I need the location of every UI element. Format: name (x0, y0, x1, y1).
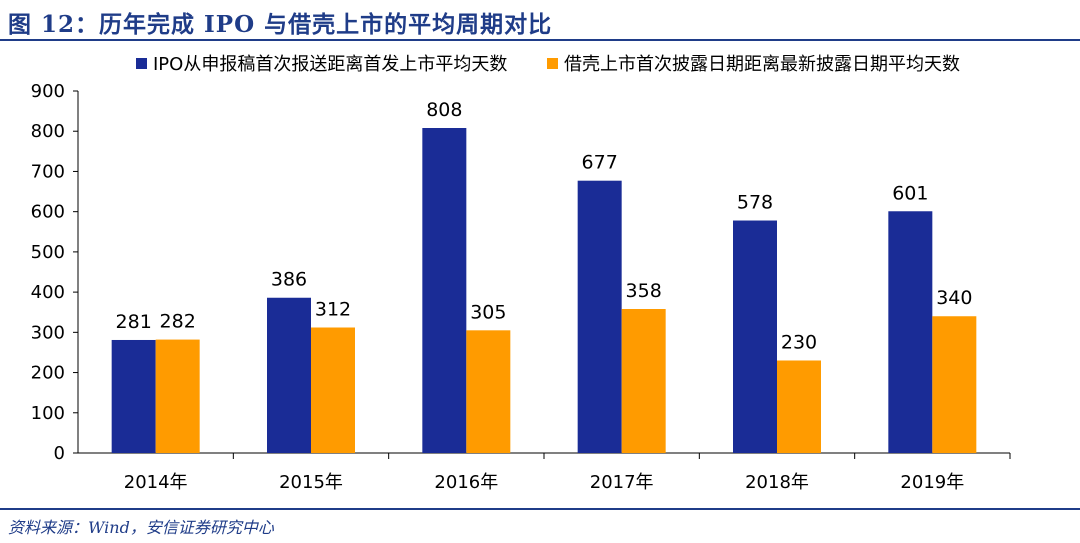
x-tick-label: 2019年 (900, 472, 964, 493)
x-tick-label: 2014年 (124, 472, 188, 493)
bar-backdoor (466, 330, 511, 453)
x-tick-label: 2018年 (745, 472, 809, 493)
y-tick-label: 0 (54, 443, 65, 464)
data-label-backdoor: 340 (936, 287, 972, 309)
chart-legend: IPO从申报稿首次报送距离首发上市平均天数 借壳上市首次披露日期距离最新披露日期… (0, 50, 1080, 76)
data-label-ipo: 601 (892, 182, 928, 204)
x-tick-label: 2015年 (279, 472, 343, 493)
x-tick-label: 2017年 (590, 472, 654, 493)
bar-chart: 0 100 200 300 400 500 600 700 800 900 2014年 281 282 2… (31, 81, 1011, 493)
y-tick-label: 400 (31, 282, 65, 303)
legend-item-ipo: IPO从申报稿首次报送距离首发上市平均天数 (136, 50, 507, 76)
data-label-backdoor: 312 (315, 299, 351, 321)
data-label-backdoor: 305 (470, 301, 506, 323)
data-label-ipo: 808 (426, 99, 462, 121)
title-bar: 图 12：历年完成 IPO 与借壳上市的平均周期对比 (0, 0, 1080, 41)
y-tick-label: 500 (31, 242, 65, 263)
data-label-backdoor: 358 (626, 280, 662, 302)
bar-backdoor (932, 316, 977, 453)
y-tick-label: 700 (31, 161, 65, 182)
data-label-ipo: 578 (737, 192, 773, 214)
data-label-ipo: 281 (116, 311, 152, 333)
bar-backdoor (155, 339, 200, 453)
bar-ipo (733, 220, 777, 453)
bar-ipo (267, 297, 311, 453)
y-tick-label: 200 (31, 363, 65, 384)
footer-divider (0, 508, 1080, 510)
data-label-ipo: 386 (271, 269, 307, 291)
data-label-ipo: 677 (582, 152, 618, 174)
y-tick-label: 300 (31, 322, 65, 343)
y-tick-label: 800 (31, 121, 65, 142)
y-tick-label: 600 (31, 202, 65, 223)
y-tick-label: 900 (31, 81, 65, 102)
legend-swatch-backdoor (547, 57, 558, 69)
bar-ipo (422, 128, 467, 453)
bar-ipo (577, 180, 622, 453)
bar-ipo (111, 339, 156, 453)
bar-backdoor (777, 360, 821, 453)
x-tick-label: 2016年 (434, 472, 498, 493)
data-label-backdoor: 282 (160, 311, 196, 333)
title-divider (0, 39, 1080, 41)
bar-backdoor (621, 309, 666, 453)
data-label-backdoor: 230 (781, 331, 817, 353)
legend-swatch-ipo (136, 57, 147, 69)
y-tick-label: 100 (31, 403, 65, 424)
source-note: 资料来源：Wind，安信证券研究中心 (8, 518, 274, 537)
figure-title: 图 12：历年完成 IPO 与借壳上市的平均周期对比 (8, 11, 553, 38)
bar-ipo (888, 211, 933, 453)
legend-label-ipo: IPO从申报稿首次报送距离首发上市平均天数 (153, 54, 508, 75)
legend-item-backdoor: 借壳上市首次披露日期距离最新披露日期平均天数 (547, 50, 960, 76)
bar-backdoor (311, 327, 355, 453)
legend-label-backdoor: 借壳上市首次披露日期距离最新披露日期平均天数 (564, 54, 960, 75)
